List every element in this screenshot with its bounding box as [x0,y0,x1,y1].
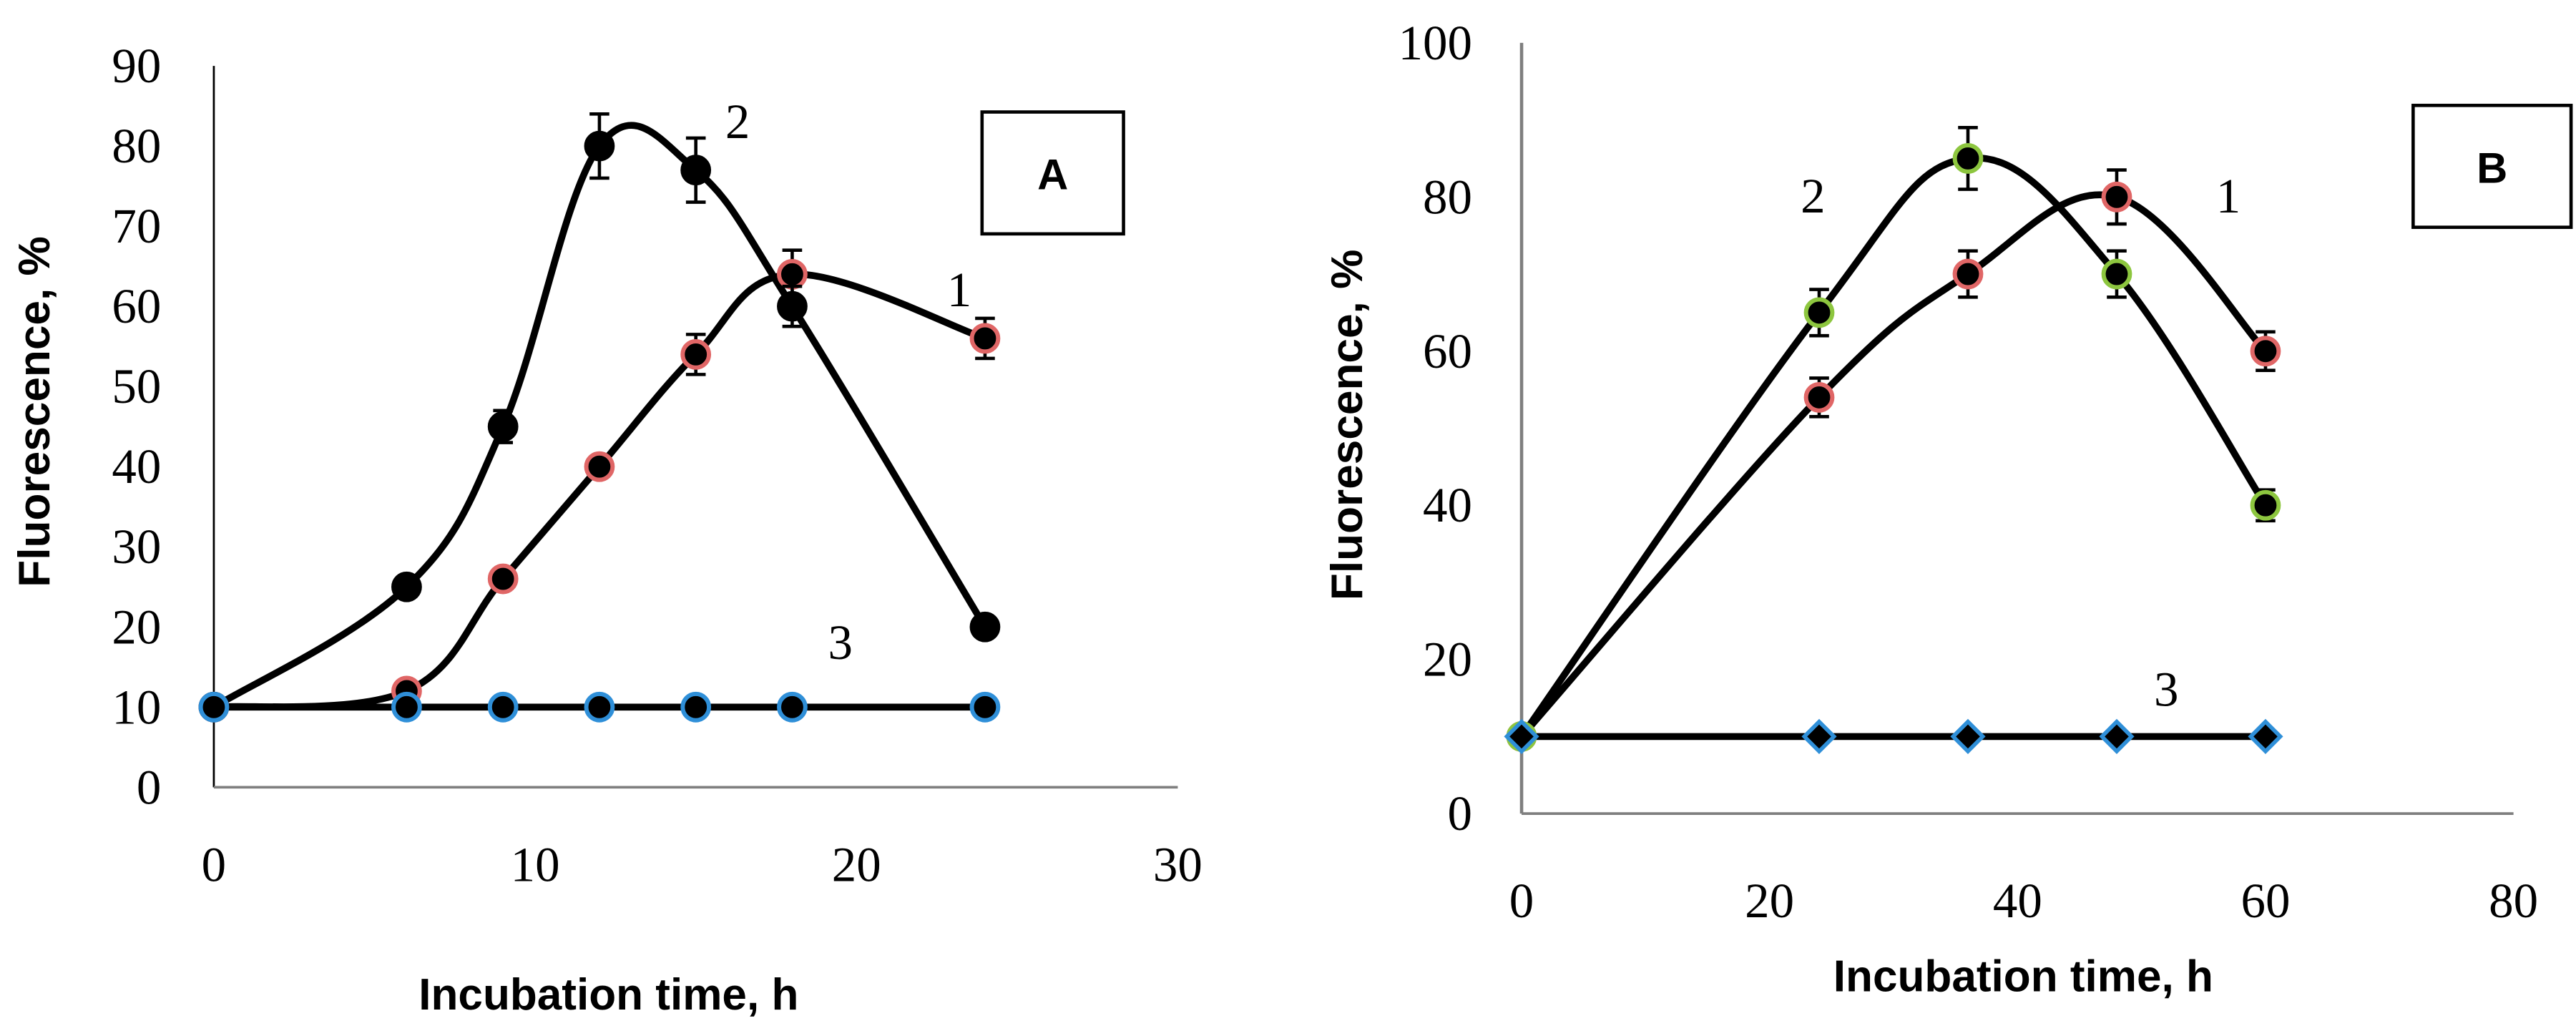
chart-a-series-2-point [391,571,422,602]
chart-a-y-tick-label: 60 [112,278,161,333]
chart-a-series-2-point [969,611,1001,642]
chart-b-series-3-point [1504,718,1539,755]
chart-a-scaled-group: 0 10 20 30 40 50 60 70 80 90 0 10 20 30 Incubation tim… [10,38,1203,1020]
chart-a-x-tick-label: 30 [1153,836,1203,891]
chart-b-panel-label: B [2477,144,2507,192]
chart-b-x-tick-label: 0 [1509,873,1534,928]
chart-b-series-3-point [1801,718,1837,755]
chart-a-series-3-point [391,691,422,723]
chart-b-y-axis-title: Fluorescence, % [1323,250,1372,600]
chart-b-series-1-point [2250,336,2281,367]
chart-b-x-axis-title: Incubation time, h [1833,952,2213,1002]
chart-a-series-1-point [777,258,808,290]
chart-a-panel-label: A [1037,151,1068,199]
chart-b-series-2-line [1519,154,2269,739]
chart-a-y-tick-label: 30 [112,519,161,574]
chart-b-y-tick-label: 40 [1423,477,1472,532]
chart-a-series-2-point [680,155,712,186]
chart-a-panel-label-box [980,110,1125,236]
chart-a-series-label-2: 2 [725,94,750,149]
chart-a-y-tick-label: 0 [137,759,161,814]
chart-a-y-tick-label: 40 [112,439,161,494]
chart-b-y-tick-label: 60 [1423,323,1472,378]
chart-b-series-1-point [2101,181,2132,212]
chart-a-series-label-1: 1 [947,262,971,317]
chart-b-x-tick-label: 80 [2489,873,2538,928]
chart-a-y-tick-label: 90 [112,38,161,93]
chart-b-y-tick-label: 0 [1448,786,1472,841]
chart-b-series-2-point [2250,489,2281,521]
chart-a-series-1-point [487,563,519,595]
chart-b-series-2-point [1803,297,1835,328]
chart-a-series-2-line [212,122,989,710]
chart-a-series-2-point [584,130,615,162]
chart-a-series-3-point [487,691,519,723]
chart-a-series-3-point [198,691,230,723]
chart-a-series-1-point [680,338,712,370]
chart-a-series-3-point [680,691,712,723]
chart-a-y-tick-label: 10 [112,679,161,734]
chart-b-series-label-1: 1 [2216,168,2240,223]
chart-a-y-axis-title: Fluorescence, % [10,236,59,587]
chart-b-scaled-group: 0 20 40 60 80 100 0 20 40 60 80 Incubation time, h F… [1323,15,2573,1002]
chart-b-series-1-point [1803,381,1835,413]
chart-a-x-tick-label: 0 [202,836,226,891]
chart-b-svg: 0 20 40 60 80 100 0 20 40 60 80 Incubation time, h F… [1323,15,2573,1002]
chart-b-series-3-point [1950,718,1986,755]
chart-a-series-1-point [969,323,1001,354]
chart-b-series-1-point [1952,258,1984,290]
chart-b-y-tick-label: 100 [1399,15,1472,70]
chart-b-panel-label-box [2411,104,2573,229]
chart-b-series-3-point [2248,718,2283,755]
chart-a-y-tick-label: 50 [112,358,161,414]
chart-a-series-3-point [969,691,1001,723]
chart-b-series-1-line [1519,191,2268,739]
chart-a-series-2-point [487,411,519,442]
chart-b-x-tick-label: 60 [2240,873,2290,928]
chart-a-series-3-point [584,691,615,723]
chart-a-series-label-3: 3 [828,615,853,670]
chart-b-series-3-point [2099,718,2135,755]
chart-a-series-2-point [777,290,808,322]
chart-b-series-label-3: 3 [2154,661,2178,716]
chart-b-y-tick-label: 20 [1423,632,1472,687]
chart-a-series-3-point [777,691,808,723]
chart-b-y-tick-label: 80 [1423,169,1472,224]
chart-a-y-tick-label: 70 [112,198,161,253]
chart-b-series-2-point [2101,258,2132,290]
chart-a-series-1-point [584,451,615,482]
chart-a-y-tick-label: 80 [112,118,161,173]
chart-a-svg: 0 10 20 30 40 50 60 70 80 90 0 10 20 30 Incubation tim… [10,38,1203,1020]
chart-a-x-axis-title: Incubation time, h [418,970,798,1020]
chart-a-x-tick-label: 20 [832,836,881,891]
chart-b-x-tick-label: 20 [1745,873,1794,928]
chart-a-y-tick-label: 20 [112,599,161,654]
chart-b-series-label-2: 2 [1801,168,1825,223]
chart-b-series-2-point [1952,143,1984,174]
chart-b-x-tick-label: 40 [1993,873,2042,928]
chart-a-x-tick-label: 10 [511,836,560,891]
chart-panel-b: 0 20 40 60 80 100 0 20 40 60 80 Incubation time, h F… [1273,0,2576,1031]
chart-panel-a: 0 10 20 30 40 50 60 70 80 90 0 10 20 30 Incubation tim… [0,0,1273,1031]
